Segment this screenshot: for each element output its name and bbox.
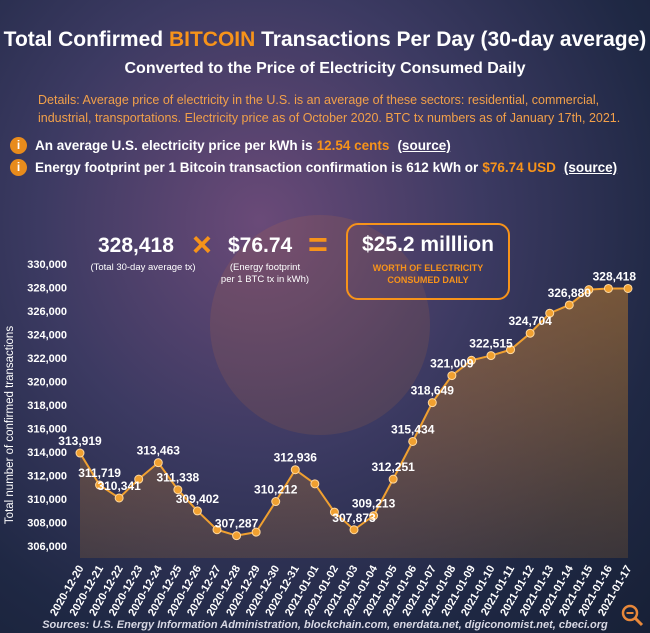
result-value: $25.2 milllion: [362, 233, 494, 256]
data-label: 310,341: [97, 479, 141, 493]
zoom-icon[interactable]: [620, 603, 644, 627]
source-link[interactable]: (source): [563, 159, 618, 175]
data-point: [134, 474, 144, 484]
price-note: (Energy footprint per 1 BTC tx in kWh): [220, 262, 310, 285]
data-label: 315,434: [391, 422, 435, 436]
data-label: 313,919: [58, 434, 102, 448]
data-label: 321,009: [430, 357, 474, 371]
details-note: Details: Average price of electricity in…: [38, 93, 621, 125]
y-tick-label: 308,000: [27, 518, 67, 530]
data-point: [603, 283, 613, 293]
y-tick-label: 320,000: [27, 376, 67, 388]
y-tick-label: 330,000: [27, 259, 67, 271]
info-row-electricity-price: i An average U.S. electricity price per …: [10, 134, 451, 156]
data-point: [95, 480, 105, 490]
data-point: [232, 531, 242, 541]
data-point: [329, 507, 339, 517]
y-tick-label: 316,000: [27, 424, 67, 436]
data-label: 311,719: [78, 466, 121, 480]
data-label: 318,649: [411, 384, 455, 398]
y-tick-label: 310,000: [27, 494, 67, 506]
data-point: [173, 485, 183, 495]
y-tick-label: 322,000: [27, 353, 67, 365]
data-point: [310, 479, 320, 489]
price-value: $76.74: [228, 234, 293, 257]
data-point: [75, 448, 85, 458]
data-point: [466, 355, 476, 365]
data-point: [623, 283, 633, 293]
y-tick-label: 306,000: [27, 541, 67, 553]
result-caption: WORTH OF ELECTRICITY CONSUMED DAILY: [372, 263, 484, 285]
data-point: [212, 525, 222, 535]
info-row-energy-footprint: i Energy footprint per 1 Bitcoin transac…: [10, 156, 617, 178]
data-point: [192, 506, 202, 516]
data-point: [408, 436, 418, 446]
y-axis-label: Total number of confirmed transactions: [4, 326, 16, 524]
y-tick-label: 326,000: [27, 306, 67, 318]
data-label: 310,212: [254, 483, 298, 497]
data-point: [369, 511, 379, 521]
data-point: [114, 493, 124, 503]
y-tick-label: 318,000: [27, 400, 67, 412]
data-label: 322,515: [469, 337, 513, 351]
data-point: [349, 525, 359, 535]
data-label: 311,338: [156, 471, 199, 485]
y-tick-label: 328,000: [27, 282, 67, 294]
data-label: 326,880: [548, 286, 592, 300]
sources-footer: Sources: U.S. Energy Information Adminis…: [42, 619, 608, 631]
data-point: [153, 458, 163, 468]
info-text: Energy footprint per 1 Bitcoin transacti…: [35, 159, 479, 175]
page-subtitle: Converted to the Price of Electricity Co…: [124, 60, 526, 77]
y-tick-label: 324,000: [27, 329, 67, 341]
data-label: 309,213: [352, 497, 396, 511]
data-point: [506, 345, 516, 355]
y-tick-label: 314,000: [27, 447, 67, 459]
info-icon: i: [10, 158, 27, 176]
bitcoin-watermark: [210, 215, 430, 435]
data-label: 324,704: [508, 314, 552, 328]
data-point: [251, 527, 261, 537]
tx-value: 328,418: [98, 234, 174, 257]
info-text: An average U.S. electricity price per kW…: [35, 137, 313, 153]
data-point: [427, 398, 437, 408]
tx-note: (Total 30-day average tx): [90, 262, 196, 273]
data-point: [584, 285, 594, 295]
data-label: 307,873: [332, 511, 376, 525]
data-label: 313,463: [137, 444, 181, 458]
info-icon: i: [10, 136, 27, 154]
data-point: [271, 497, 281, 507]
data-point: [525, 328, 535, 338]
data-point: [486, 351, 496, 361]
data-point: [290, 465, 300, 475]
data-point: [447, 371, 457, 381]
data-point: [545, 308, 555, 318]
data-label: 312,251: [371, 460, 415, 474]
data-label: 309,402: [176, 492, 220, 506]
data-label: 328,418: [593, 269, 637, 283]
data-point: [564, 300, 574, 310]
info-highlight: 12.54 cents: [316, 137, 390, 153]
data-label: 307,287: [215, 517, 259, 531]
page-title: Total Confirmed BITCOIN Transactions Per…: [3, 28, 647, 51]
data-label: 312,936: [274, 451, 318, 465]
source-link[interactable]: (source): [397, 137, 451, 153]
y-tick-label: 312,000: [27, 471, 67, 483]
result-box: $25.2 milllion WORTH OF ELECTRICITY CONSU…: [346, 223, 510, 300]
info-highlight: $76.74 USD: [482, 159, 556, 175]
times-sign: ×: [192, 226, 212, 264]
equals-sign: =: [308, 226, 328, 264]
data-point: [388, 474, 398, 484]
